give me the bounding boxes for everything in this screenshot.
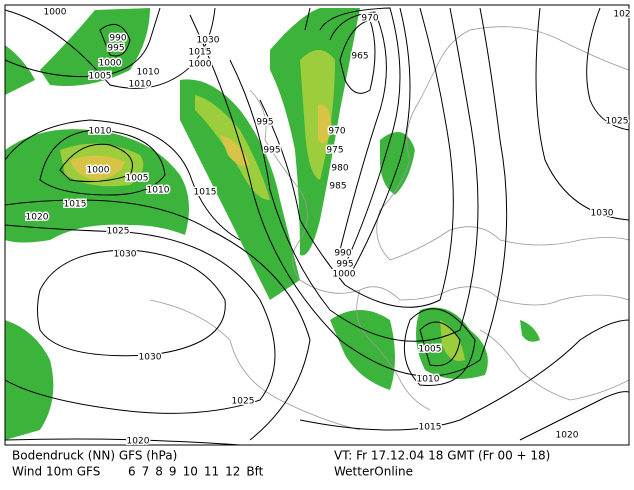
bft-level: 12 <box>225 465 240 479</box>
isobar-label: 1030 <box>139 353 162 363</box>
bft-level: 7 <box>142 465 150 479</box>
isobar-label: 1020 <box>556 431 579 441</box>
isobar-label: 995 <box>256 118 273 128</box>
isobar-label: 1010 <box>417 375 440 385</box>
isobar-label: 1020 <box>26 213 49 223</box>
source: WetterOnline <box>334 465 413 479</box>
pressure-caption: Bodendruck (NN) GFS (hPa) <box>12 449 177 463</box>
isobar-label: 1030 <box>114 250 137 260</box>
wind-caption: Wind 10m GFS <box>12 465 100 479</box>
isobar-label: 1015 <box>189 48 212 58</box>
isobar-label: 1025 <box>606 117 629 127</box>
bft-level: 6 <box>128 465 136 479</box>
bft-level: 8 <box>155 465 163 479</box>
footer: Bodendruck (NN) GFS (hPa) Wind 10m GFS V… <box>12 449 550 479</box>
isobar-label: 1020 <box>127 437 150 447</box>
isobar-label: 995 <box>336 260 353 270</box>
bft-level: 10 <box>183 465 198 479</box>
isobar-label: 1005 <box>126 174 149 184</box>
isobar-label: 965 <box>351 52 368 62</box>
isobar-label: 970 <box>361 14 378 24</box>
isobar-label: 970 <box>328 127 345 137</box>
isobar-label: 975 <box>326 146 343 156</box>
isobar-label: 1000 <box>87 166 110 176</box>
isobar-label: 995 <box>107 44 124 54</box>
isobar-label: 1015 <box>194 188 217 198</box>
isobar-label: 995 <box>263 146 280 156</box>
isobar-label: 1000 <box>333 270 356 280</box>
isobar-label: 1005 <box>89 72 112 82</box>
isobar-label: 1000 <box>99 59 122 69</box>
isobar-label: 1025 <box>107 227 130 237</box>
isobar-label: 1005 <box>419 345 442 355</box>
bft-level: 9 <box>169 465 177 479</box>
isobar-label: 1010 <box>89 127 112 137</box>
isobar-label: 990 <box>109 34 126 44</box>
isobar-label: 1015 <box>64 200 87 210</box>
map-frame <box>4 4 630 446</box>
isobar-label: 985 <box>329 182 346 192</box>
isobar-label: 1000 <box>189 60 212 70</box>
isobar-label: 1030 <box>591 209 614 219</box>
bft-level: 11 <box>204 465 219 479</box>
isobar-label: 980 <box>331 164 348 174</box>
isobars <box>4 7 630 446</box>
isobar-label: 1000 <box>44 8 67 18</box>
isobar-label: 1010 <box>137 68 160 78</box>
isobar-label: 990 <box>334 249 351 259</box>
isobar-label: 1015 <box>419 423 442 433</box>
isobar-label: 1010 <box>129 80 152 90</box>
isobar-label: 1010 <box>147 186 170 196</box>
valid-time: VT: Fr 17.12.04 18 GMT (Fr 00 + 18) <box>334 449 550 463</box>
bft-unit: Bft <box>246 465 263 479</box>
isobar-label: 1025 <box>232 397 255 407</box>
isobar-label: 102 <box>613 10 630 20</box>
isobar-label: 1030 <box>197 36 220 46</box>
